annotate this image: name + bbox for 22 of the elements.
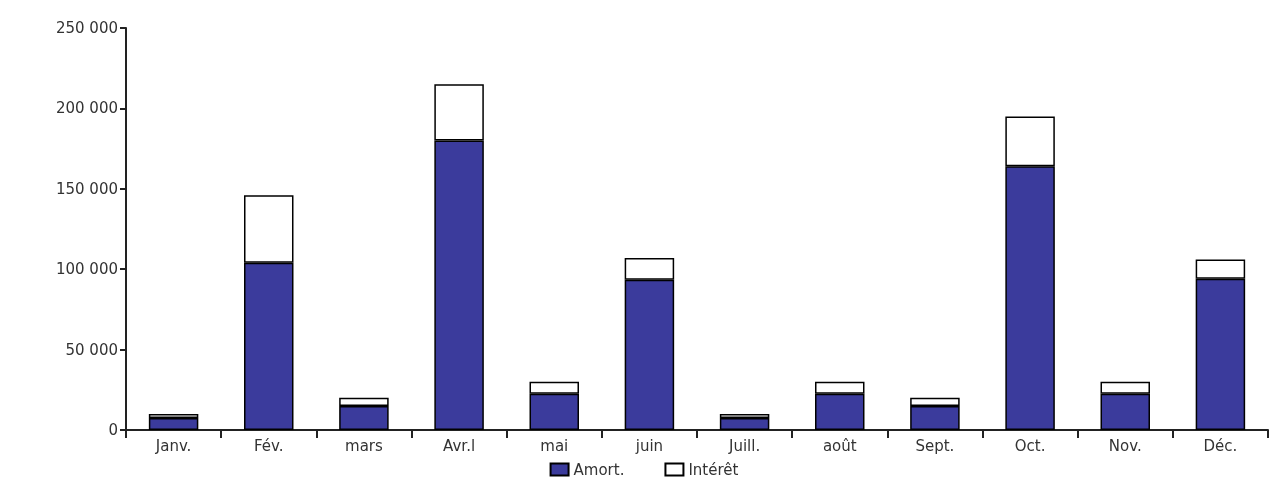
x-tick-label: juin xyxy=(634,436,664,455)
y-tick-label: 200 000 xyxy=(55,99,118,118)
legend-label: Intérêt xyxy=(688,460,739,479)
x-tick-label: Oct. xyxy=(1014,436,1046,455)
x-tick-label: Fév. xyxy=(253,436,284,455)
bar xyxy=(148,417,199,430)
y-tick-label: 150 000 xyxy=(55,179,118,198)
y-tick-label: 50 000 xyxy=(65,340,118,359)
legend-label: Amort. xyxy=(573,460,625,479)
x-tick-label: Janv. xyxy=(154,436,192,455)
x-tick-label: mars xyxy=(345,436,383,455)
x-tick-label: Sept. xyxy=(915,436,955,455)
x-tick-label: Déc. xyxy=(1203,436,1238,455)
y-tick-label: 250 000 xyxy=(55,19,118,37)
x-tick-label: août xyxy=(822,436,857,455)
x-tick-label: Juill. xyxy=(727,436,761,455)
x-tick-label: Avr.l xyxy=(443,436,476,455)
x-tick-label: Nov. xyxy=(1108,436,1142,455)
y-tick-label: 100 000 xyxy=(55,260,118,279)
x-tick-label: mai xyxy=(540,436,569,455)
y-tick-label: 0 xyxy=(108,421,118,439)
bar xyxy=(719,417,770,430)
